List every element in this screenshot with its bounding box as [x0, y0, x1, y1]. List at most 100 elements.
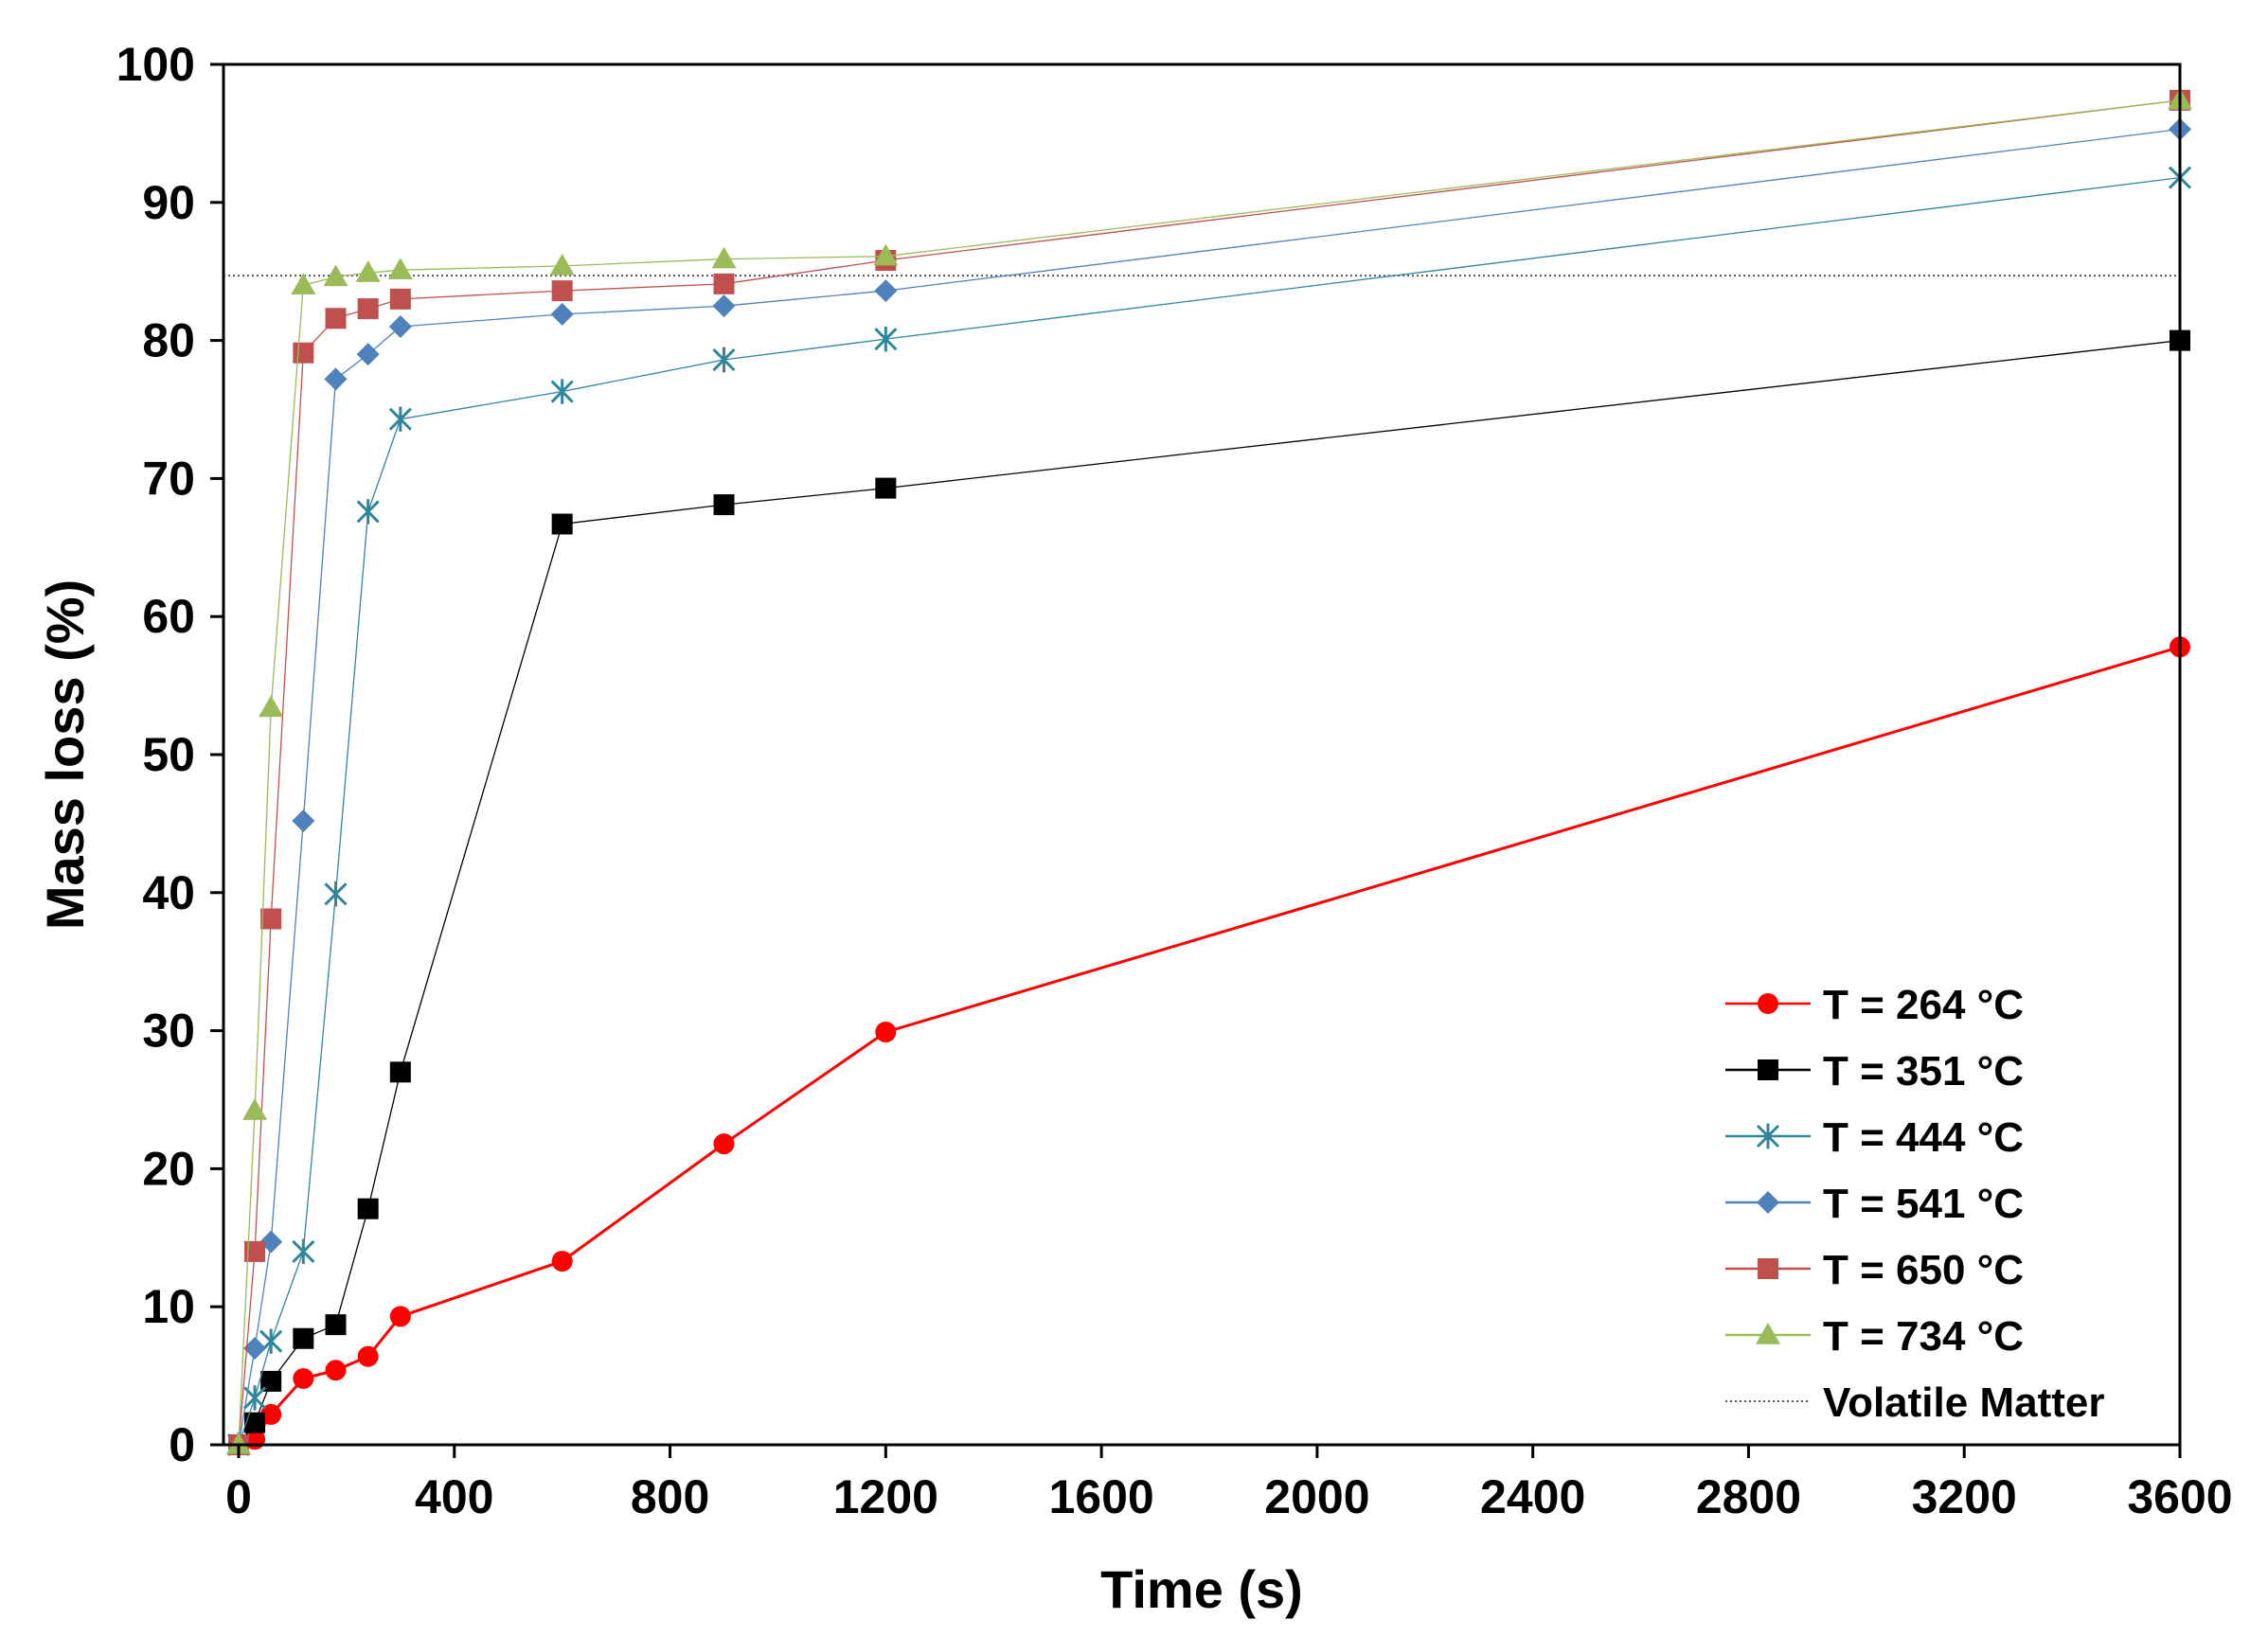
data-point — [357, 1198, 379, 1219]
legend-label: T = 734 °C — [1823, 1313, 2024, 1360]
data-point — [549, 253, 575, 276]
y-tick-label: 0 — [169, 1418, 195, 1471]
data-point — [712, 294, 736, 318]
data-point — [324, 367, 348, 391]
x-tick-label: 2000 — [1264, 1470, 1369, 1523]
data-point — [713, 273, 735, 294]
data-point — [244, 1412, 266, 1433]
legend-marker — [1757, 1191, 1779, 1214]
data-point — [387, 258, 413, 279]
data-point — [260, 908, 282, 930]
axes: 0 400 800 1200 1600 2000 2400 2800 3200 3600 0 10 20… — [35, 38, 2233, 1619]
data-point — [292, 809, 315, 832]
legend: T = 264 °C T = 351 °C T = 444 °C T = 541 °C… — [1725, 982, 2104, 1426]
data-point — [325, 308, 347, 329]
data-point — [323, 264, 348, 287]
data-point — [292, 1238, 315, 1265]
data-point — [875, 1022, 897, 1043]
legend-marker — [1756, 1323, 1780, 1344]
legend-item-6: Volatile Matter — [1725, 1379, 2104, 1426]
legend-marker — [1758, 993, 1778, 1014]
data-point — [389, 1061, 411, 1083]
data-point — [551, 280, 573, 302]
data-point — [293, 1368, 314, 1390]
data-point — [873, 243, 899, 266]
legend-marker — [1758, 1258, 1778, 1279]
data-point — [551, 513, 573, 535]
series-0 — [228, 636, 2190, 1455]
data-point — [244, 1240, 266, 1262]
data-point — [260, 1403, 282, 1425]
plot-area — [223, 87, 2192, 1458]
legend-label: T = 444 °C — [1823, 1114, 2024, 1161]
legend-item-2: T = 444 °C — [1725, 1114, 2024, 1161]
legend-label: Volatile Matter — [1823, 1379, 2104, 1426]
data-point — [711, 246, 737, 269]
data-point — [260, 1370, 282, 1392]
x-axis-title: Time (s) — [1100, 1559, 1303, 1619]
x-tick-label: 1600 — [1048, 1470, 1153, 1523]
y-tick-label: 60 — [142, 590, 195, 643]
legend-label: T = 264 °C — [1823, 982, 2024, 1028]
y-axis-title: Mass loss (%) — [35, 579, 95, 930]
data-point — [324, 881, 348, 907]
y-tick-label: 10 — [142, 1280, 195, 1333]
data-point — [243, 1336, 267, 1360]
data-point — [388, 315, 412, 339]
legend-item-3: T = 541 °C — [1725, 1181, 2024, 1227]
data-point — [874, 279, 898, 303]
data-point — [874, 326, 898, 352]
data-point — [389, 288, 411, 310]
data-point — [242, 1098, 268, 1120]
data-point — [388, 406, 412, 432]
data-point — [226, 1432, 251, 1454]
data-point — [291, 273, 316, 295]
data-point — [293, 1327, 314, 1349]
x-tick-label: 800 — [631, 1470, 709, 1523]
data-point — [550, 379, 574, 404]
x-tick-label: 3600 — [2127, 1470, 2232, 1523]
legend-marker — [1756, 1123, 1780, 1149]
y-tick-label: 100 — [116, 38, 195, 91]
data-point — [325, 1314, 347, 1336]
y-tick-label: 70 — [142, 452, 195, 505]
y-tick-label: 80 — [142, 314, 195, 367]
data-point — [875, 477, 897, 499]
data-point — [356, 499, 380, 525]
legend-label: T = 351 °C — [1823, 1048, 2024, 1094]
data-point — [551, 1251, 573, 1272]
data-point — [356, 343, 380, 366]
y-tick-label: 90 — [142, 176, 195, 229]
y-tick-label: 30 — [142, 1005, 195, 1058]
legend-item-1: T = 351 °C — [1725, 1048, 2024, 1094]
x-tick-label: 0 — [225, 1470, 252, 1523]
plot-frame — [222, 62, 2182, 1447]
series-line — [238, 99, 2181, 1446]
y-tick-label: 20 — [142, 1142, 195, 1195]
legend-item-5: T = 734 °C — [1725, 1313, 2024, 1360]
x-tick-label: 400 — [415, 1470, 493, 1523]
data-point — [550, 302, 574, 326]
data-point — [325, 1360, 347, 1381]
legend-label: T = 541 °C — [1823, 1181, 2024, 1227]
legend-label: T = 650 °C — [1823, 1247, 2024, 1293]
x-tick-label: 2800 — [1696, 1470, 1801, 1523]
x-tick-label: 1200 — [833, 1470, 938, 1523]
series-line — [238, 99, 2181, 1446]
x-tick-label: 3200 — [1912, 1470, 2017, 1523]
data-point — [355, 260, 381, 282]
data-point — [712, 347, 736, 373]
data-point — [259, 1230, 283, 1254]
x-tick-label: 2400 — [1480, 1470, 1585, 1523]
data-point — [713, 494, 735, 516]
legend-item-4: T = 650 °C — [1725, 1247, 2024, 1293]
data-point — [389, 1306, 411, 1327]
legend-marker — [1758, 1059, 1778, 1080]
data-point — [357, 1345, 379, 1367]
legend-item-0: T = 264 °C — [1725, 982, 2024, 1028]
y-tick-label: 40 — [142, 866, 195, 919]
data-point — [713, 1133, 735, 1155]
data-point — [293, 342, 314, 364]
